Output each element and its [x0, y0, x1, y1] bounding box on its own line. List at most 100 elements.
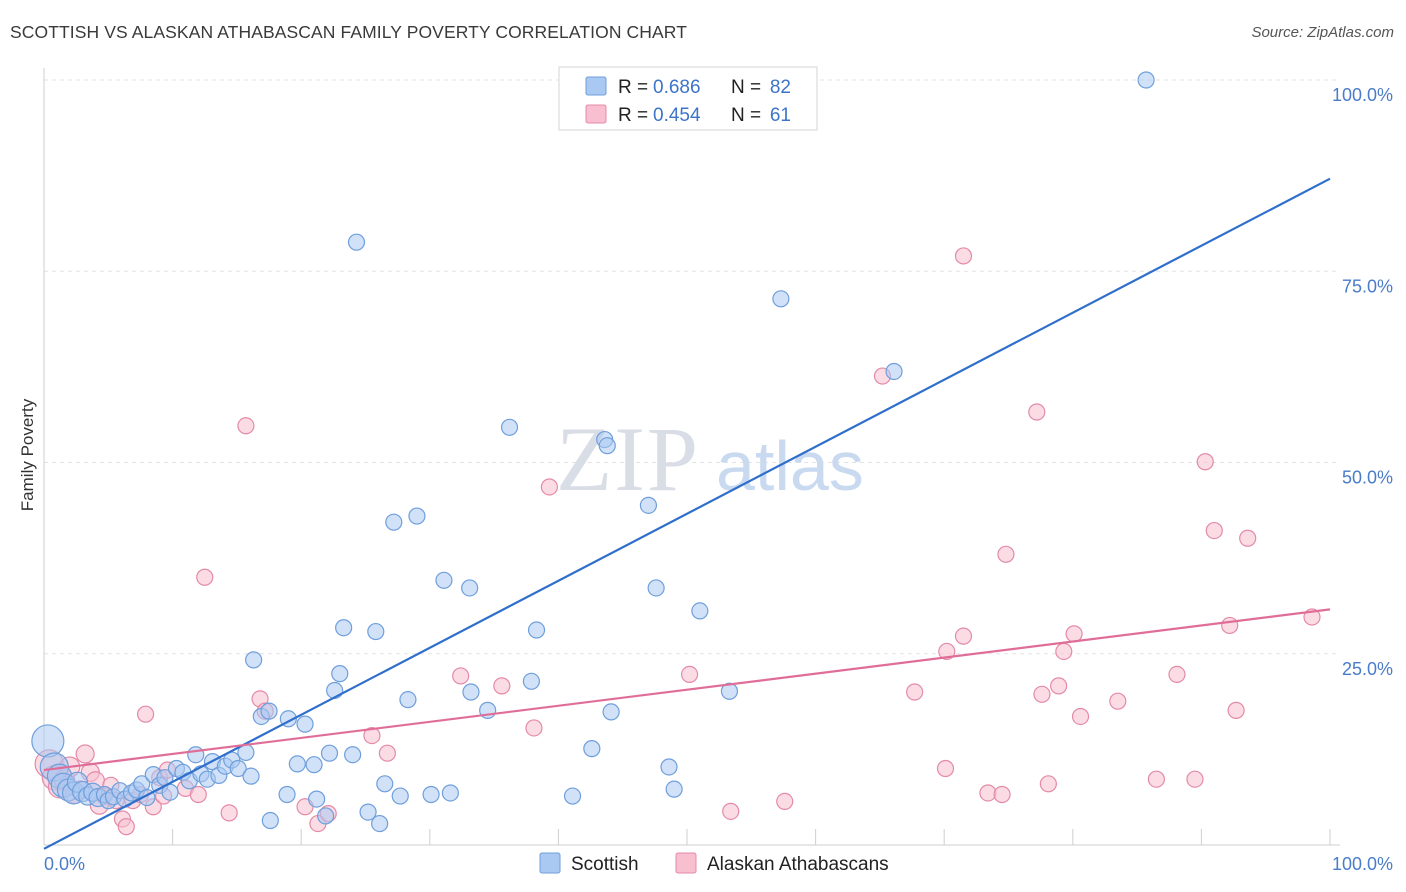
- scottish-point: [320, 744, 339, 762]
- x-tick-label: 100.0%: [1332, 854, 1393, 874]
- alaskan-athabascan-point: [936, 759, 955, 778]
- legend-n-value: 82: [770, 77, 791, 98]
- alaskan-athabascan-point: [680, 665, 699, 684]
- trend-lines: [43, 177, 1331, 850]
- alaskan-athabascan-point: [1033, 685, 1051, 703]
- alaskan-athabascan-point: [1147, 770, 1165, 788]
- chart-source: Source: ZipAtlas.com: [1251, 24, 1394, 41]
- scottish-point: [371, 814, 389, 833]
- alaskan-athabascan-point: [1196, 453, 1214, 471]
- scottish-point: [296, 715, 314, 733]
- scottish-point: [229, 759, 247, 778]
- legend-top: R = 0.686 N = 82 R = 0.454 N = 61: [558, 66, 818, 131]
- alaskan-athabascan-point: [1071, 707, 1090, 726]
- alaskan-athabascan-point: [979, 784, 997, 802]
- scottish-point: [500, 418, 519, 436]
- alaskan-athabascan-point: [1186, 770, 1204, 788]
- grid-lines: [44, 79, 1340, 655]
- y-tick-label: 50.0%: [1342, 468, 1393, 488]
- alaskan-athabascan-point: [540, 478, 558, 496]
- alaskan-athabascan-point: [776, 792, 794, 810]
- scottish-point: [347, 233, 366, 251]
- scottish-point: [422, 785, 440, 804]
- alaskan-athabascan-point: [1239, 529, 1257, 547]
- y-tick-label: 100.0%: [1332, 85, 1393, 105]
- scottish-point: [260, 702, 278, 720]
- alaskan-athabascan-point: [1168, 665, 1186, 684]
- scottish-point: [602, 703, 620, 721]
- legend-bottom-swatch: [675, 852, 697, 874]
- legend-r-label: R =: [618, 105, 648, 126]
- alaskan-athabascan-point: [75, 744, 95, 764]
- alaskan-athabascan-point: [1221, 616, 1239, 635]
- legend-n-value: 61: [770, 105, 791, 126]
- chart-title: SCOTTISH VS ALASKAN ATHABASCAN FAMILY PO…: [10, 22, 687, 42]
- scottish-point: [522, 672, 540, 690]
- alaskan-athabascan-point: [1065, 625, 1083, 643]
- alaskan-athabascan-point: [1227, 701, 1245, 719]
- legend-r-value: 0.686: [653, 77, 701, 98]
- alaskan-athabascan-point: [906, 683, 924, 701]
- alaskan-athabascan-point: [1050, 677, 1068, 695]
- watermark-zip: ZIP: [556, 408, 700, 510]
- alaskan-athabascan-point: [722, 802, 740, 820]
- scottish-point: [317, 807, 335, 825]
- scottish-point: [665, 780, 683, 798]
- legend-swatch: [585, 104, 607, 124]
- scottish-point: [187, 746, 205, 764]
- alaskan-athabascan-point: [1039, 775, 1057, 793]
- legend-swatch: [585, 76, 607, 96]
- scottish-point: [359, 803, 377, 821]
- scottish-point: [435, 571, 453, 589]
- alaskan-athabascan-point: [220, 804, 238, 822]
- y-tick-label: 25.0%: [1342, 659, 1393, 679]
- scottish-point: [385, 513, 403, 531]
- scottish-point: [335, 619, 353, 637]
- scottish-point: [772, 290, 790, 308]
- alaskan-athabascan-trend-line: [43, 608, 1331, 772]
- tick-labels: 25.0% 50.0% 75.0% 100.0% 0.0% 100.0%: [44, 85, 1393, 874]
- alaskan-athabascan-point: [363, 727, 381, 745]
- x-tick-label: 0.0%: [44, 854, 85, 874]
- scottish-point: [344, 746, 362, 764]
- alaskan-athabascan-point: [993, 785, 1011, 804]
- scottish-point: [563, 787, 582, 805]
- scottish-point: [391, 787, 409, 805]
- scottish-point: [242, 767, 260, 785]
- scottish-point: [647, 579, 665, 597]
- scottish-point: [583, 740, 601, 758]
- alaskan-athabascan-point: [378, 744, 396, 762]
- scottish-point: [598, 437, 616, 455]
- alaskan-athabascan-point: [1109, 692, 1127, 710]
- scottish-point: [278, 785, 296, 804]
- scottish-point: [245, 651, 263, 669]
- scottish-point: [639, 496, 658, 514]
- alaskan-athabascan-point: [954, 627, 973, 645]
- alaskan-athabascan-point: [938, 642, 956, 661]
- alaskan-athabascan-point: [1205, 521, 1223, 540]
- watermark: ZIP atlas: [556, 408, 864, 510]
- scottish-point: [305, 756, 323, 774]
- legend-bottom-label: Alaskan Athabascans: [707, 854, 889, 875]
- scottish-point: [376, 775, 394, 793]
- legend-bottom: Scottish Alaskan Athabascans: [539, 852, 889, 875]
- alaskan-athabascan-point: [117, 818, 135, 836]
- alaskan-athabascan-point: [136, 705, 155, 723]
- alaskan-athabascan-point: [1028, 403, 1046, 421]
- alaskan-athabascan-point: [452, 667, 470, 685]
- legend-r-value: 0.454: [653, 105, 701, 126]
- legend-n-label: N =: [731, 77, 761, 98]
- scottish-point: [367, 622, 385, 641]
- alaskan-athabascan-point: [1055, 642, 1073, 661]
- legend-r-label: R =: [618, 77, 648, 98]
- alaskan-athabascan-point: [189, 785, 207, 804]
- alaskan-athabascan-point: [196, 568, 214, 586]
- alaskan-athabascan-point: [997, 545, 1015, 563]
- scottish-point: [308, 790, 326, 808]
- scottish-point: [331, 665, 349, 683]
- scottish-point: [408, 507, 426, 525]
- scottish-point: [461, 579, 479, 597]
- data-points: [31, 71, 1321, 836]
- legend-bottom-label: Scottish: [571, 854, 639, 875]
